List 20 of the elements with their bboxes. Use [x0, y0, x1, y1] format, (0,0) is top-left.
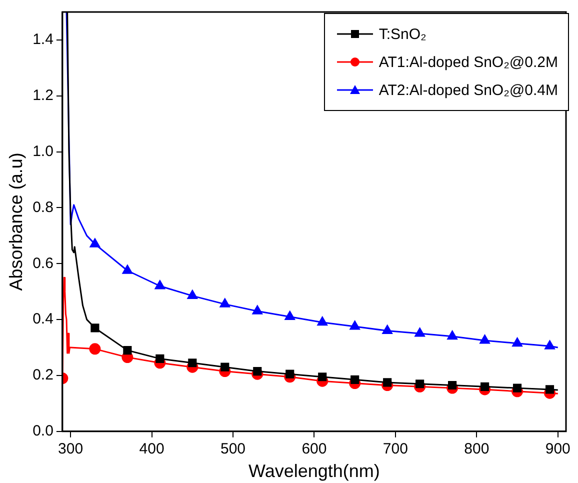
y-axis-title: Absorbance (a.u) — [6, 152, 26, 291]
legend-label: T:SnO₂ — [378, 26, 426, 42]
y-tick-label: 0.8 — [32, 198, 54, 216]
x-tick-label: 700 — [382, 440, 408, 458]
y-tick-label: 0.2 — [32, 366, 54, 384]
y-tick-label: 1.0 — [32, 142, 54, 160]
y-tick-label: 1.4 — [32, 31, 54, 48]
x-axis-title: Wavelength(nm) — [248, 461, 380, 482]
x-tick-label: 400 — [139, 440, 164, 458]
x-tick-label: 900 — [545, 440, 570, 458]
y-tick-label: 0.4 — [32, 310, 54, 328]
x-tick-label: 800 — [464, 440, 490, 458]
x-tick-label: 500 — [220, 440, 246, 458]
y-tick-label: 0.0 — [32, 422, 54, 440]
y-tick-label: 0.6 — [32, 254, 54, 272]
legend-label: AT1:Al-doped SnO₂@0.2M — [378, 54, 558, 70]
y-tick-label: 1.2 — [32, 87, 54, 104]
x-tick-label: 300 — [58, 440, 84, 458]
legend-label: AT2:Al-doped SnO₂@0.4M — [378, 82, 558, 98]
x-tick-label: 600 — [302, 440, 327, 458]
